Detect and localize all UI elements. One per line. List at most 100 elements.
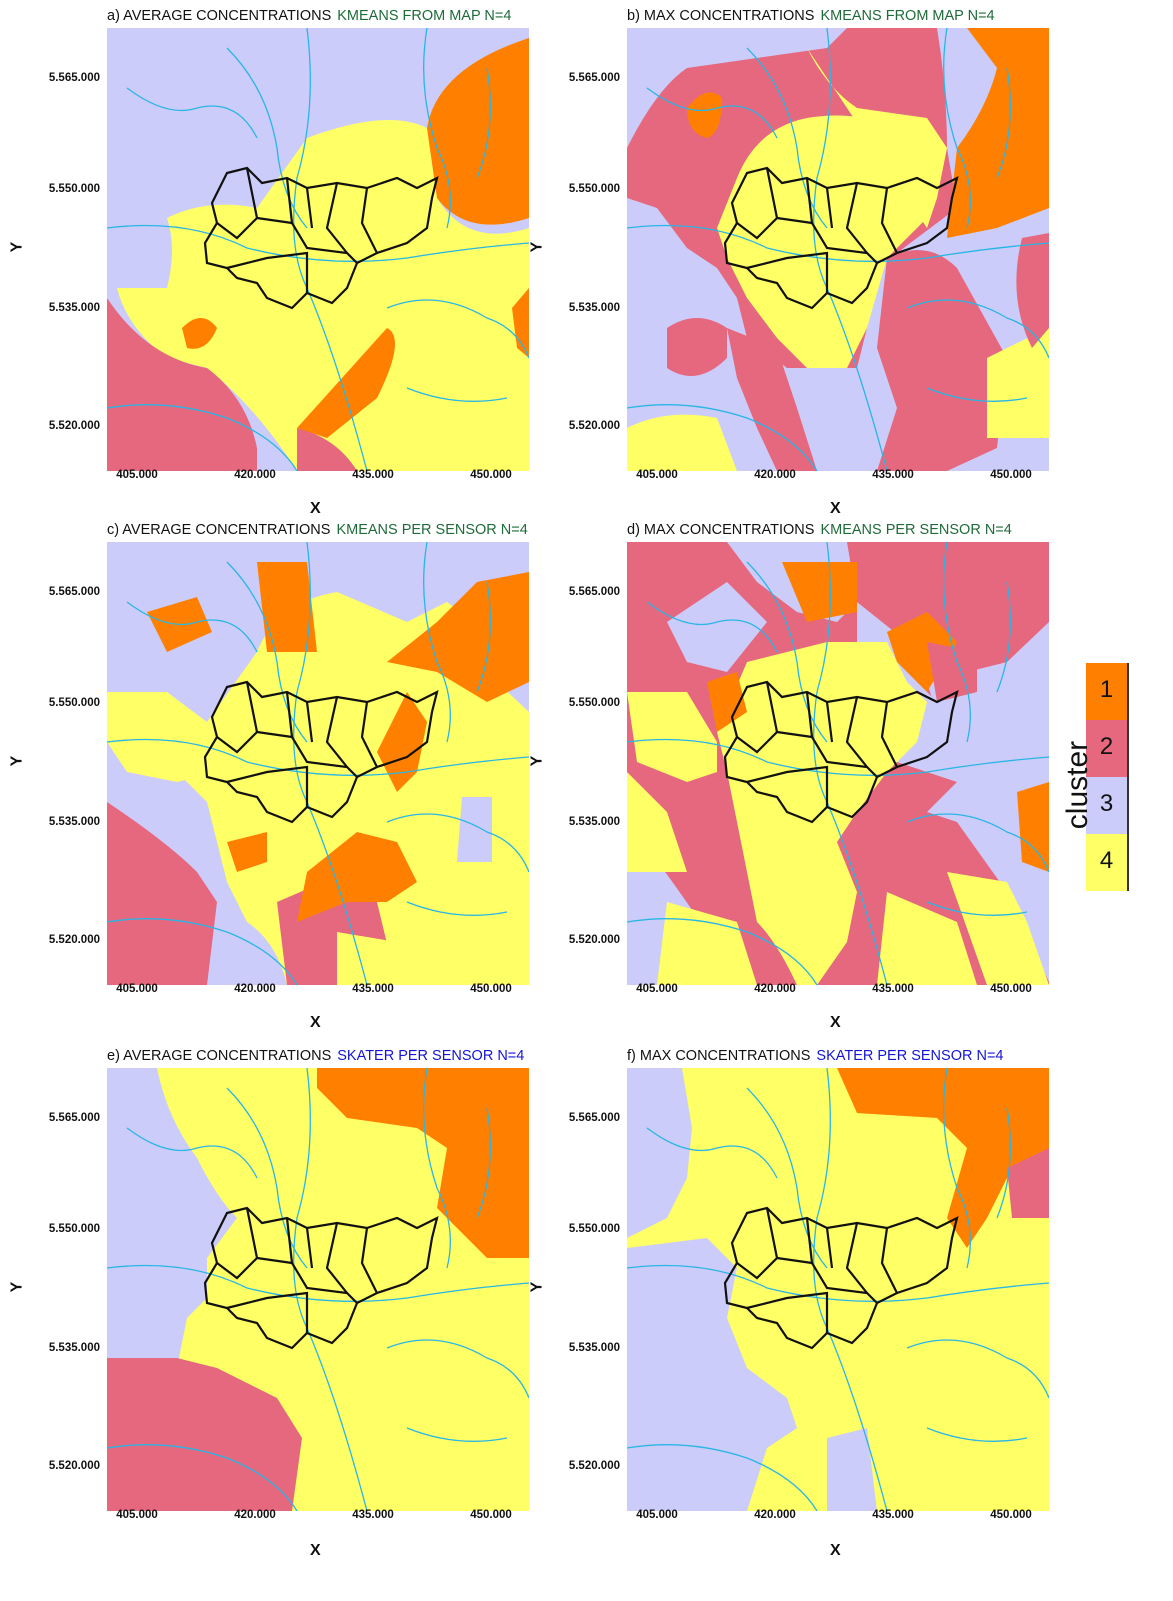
y-tick-label: 5.535.000 [48, 1342, 100, 1354]
x-tick-label: 450.000 [990, 469, 1032, 481]
y-tick-label: 5.550.000 [568, 183, 620, 195]
panel-title-prefix: c) AVERAGE CONCENTRATIONS [107, 522, 331, 538]
panel-title: a) AVERAGE CONCENTRATIONS KMEANS FROM MAP… [107, 8, 511, 24]
x-tick-label: 420.000 [754, 469, 796, 481]
y-tick-label: 5.565.000 [48, 72, 100, 84]
map-svg [107, 542, 529, 985]
rivers [107, 28, 529, 471]
map-svg [627, 1068, 1049, 1511]
y-axis-label: Y [528, 755, 546, 767]
panel-title-method: SKATER PER SENSOR N=4 [337, 1048, 525, 1064]
x-tick-label: 435.000 [352, 469, 394, 481]
x-axis-label: X [310, 1014, 321, 1031]
x-tick-label: 435.000 [352, 1509, 394, 1521]
y-tick-label: 5.565.000 [48, 586, 100, 598]
panel-title-method: SKATER PER SENSOR N=4 [816, 1048, 1004, 1064]
y-tick-label: 5.520.000 [48, 934, 100, 946]
x-tick-label: 450.000 [470, 1509, 512, 1521]
panel-title-prefix: f) MAX CONCENTRATIONS [627, 1048, 811, 1064]
panel-title-prefix: a) AVERAGE CONCENTRATIONS [107, 8, 332, 24]
y-tick-label: 5.535.000 [48, 816, 100, 828]
x-tick-label: 450.000 [990, 983, 1032, 995]
x-tick-label: 420.000 [234, 469, 276, 481]
region-cluster-1 [427, 38, 529, 225]
panel-e: e) AVERAGE CONCENTRATIONS SKATER PER SENS… [0, 1048, 560, 1568]
x-tick-label: 420.000 [754, 983, 796, 995]
x-tick-label: 435.000 [352, 983, 394, 995]
panel-title-prefix: e) AVERAGE CONCENTRATIONS [107, 1048, 332, 1064]
legend-item-3: 3 [1086, 777, 1129, 834]
y-tick-label: 5.535.000 [568, 816, 620, 828]
map-svg [627, 542, 1049, 985]
y-tick-label: 5.535.000 [568, 1342, 620, 1354]
cluster-map [627, 28, 1049, 471]
x-axis-label: X [830, 1014, 841, 1031]
district-boundaries [203, 166, 439, 310]
x-tick-label: 405.000 [116, 983, 158, 995]
legend-label: 1 [1099, 676, 1114, 703]
x-tick-label: 405.000 [116, 1509, 158, 1521]
cluster-legend: 1 2 3 4 [1086, 663, 1129, 891]
panel-title: f) MAX CONCENTRATIONS SKATER PER SENSOR N… [627, 1048, 1003, 1064]
map-svg [107, 28, 529, 471]
panel-c: c) AVERAGE CONCENTRATIONS KMEANS PER SENS… [0, 522, 560, 1042]
cluster-map [107, 28, 529, 471]
panel-title-method: KMEANS PER SENSOR N=4 [820, 522, 1012, 538]
cluster-map [627, 1068, 1049, 1511]
legend-label: 2 [1099, 733, 1114, 760]
legend-label: 3 [1099, 790, 1114, 817]
panel-title: e) AVERAGE CONCENTRATIONS SKATER PER SENS… [107, 1048, 524, 1064]
y-tick-label: 5.520.000 [48, 420, 100, 432]
y-axis-label: Y [528, 241, 546, 253]
y-tick-label: 5.565.000 [48, 1112, 100, 1124]
y-tick-label: 5.550.000 [48, 1223, 100, 1235]
region-cluster-4 [117, 120, 529, 471]
legend-item-2: 2 [1086, 720, 1129, 777]
y-tick-label: 5.550.000 [568, 697, 620, 709]
x-tick-label: 420.000 [754, 1509, 796, 1521]
y-tick-label: 5.565.000 [568, 586, 620, 598]
y-axis-label: Y [8, 755, 26, 767]
y-tick-label: 5.520.000 [568, 420, 620, 432]
x-axis-label: X [310, 500, 321, 517]
region-cluster-2 [107, 298, 257, 471]
region-cluster-2b [297, 428, 357, 471]
legend-item-4: 4 [1086, 834, 1129, 891]
x-tick-label: 450.000 [470, 469, 512, 481]
x-tick-label: 420.000 [234, 983, 276, 995]
region-cluster-1c [182, 318, 217, 349]
panel-title-prefix: d) MAX CONCENTRATIONS [627, 522, 815, 538]
y-axis-label: Y [528, 1281, 546, 1293]
panel-title: b) MAX CONCENTRATIONS KMEANS FROM MAP N=4 [627, 8, 995, 24]
y-tick-label: 5.550.000 [48, 697, 100, 709]
y-tick-label: 5.550.000 [568, 1223, 620, 1235]
y-axis-label: Y [8, 241, 26, 253]
panel-d: d) MAX CONCENTRATIONS KMEANS PER SENSOR N… [520, 522, 1080, 1042]
x-tick-label: 435.000 [872, 469, 914, 481]
x-tick-label: 420.000 [234, 1509, 276, 1521]
y-tick-label: 5.535.000 [48, 302, 100, 314]
y-tick-label: 5.565.000 [568, 72, 620, 84]
legend-title: cluster [1061, 740, 1094, 830]
y-tick-label: 5.565.000 [568, 1112, 620, 1124]
region-cluster-1b [297, 328, 395, 438]
y-tick-label: 5.520.000 [48, 1460, 100, 1472]
legend-item-1: 1 [1086, 663, 1129, 720]
panel-title-method: KMEANS FROM MAP N=4 [337, 8, 512, 24]
panel-f: f) MAX CONCENTRATIONS SKATER PER SENSOR N… [520, 1048, 1080, 1568]
cluster-map [107, 542, 529, 985]
panel-title-prefix: b) MAX CONCENTRATIONS [627, 8, 815, 24]
region-cluster-1d [512, 288, 529, 358]
map-svg [107, 1068, 529, 1511]
map-svg [627, 28, 1049, 471]
x-tick-label: 450.000 [470, 983, 512, 995]
panel-title-method: KMEANS FROM MAP N=4 [820, 8, 995, 24]
y-axis-label: Y [8, 1281, 26, 1293]
y-tick-label: 5.550.000 [48, 183, 100, 195]
y-tick-label: 5.535.000 [568, 302, 620, 314]
x-tick-label: 405.000 [116, 469, 158, 481]
x-axis-label: X [830, 500, 841, 517]
x-tick-label: 450.000 [990, 1509, 1032, 1521]
panel-title-method: KMEANS PER SENSOR N=4 [336, 522, 528, 538]
x-axis-label: X [310, 1542, 321, 1559]
